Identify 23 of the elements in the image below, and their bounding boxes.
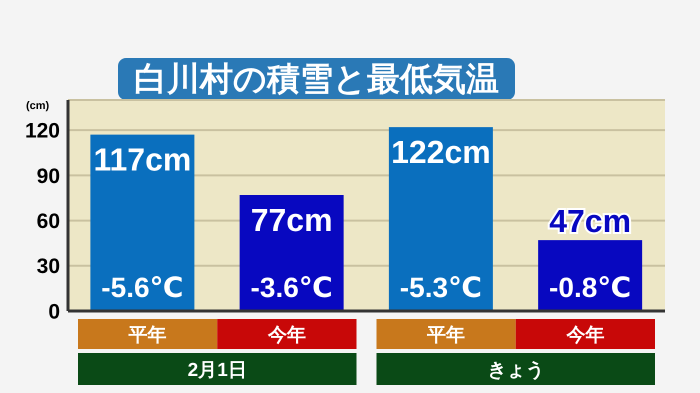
y-tick-label: 120	[24, 120, 60, 143]
y-tick-label: 0	[48, 300, 60, 324]
x-tick-label: 平年	[128, 325, 167, 346]
annotation: -5.3℃	[400, 272, 482, 303]
data-label: 47cm	[549, 203, 632, 240]
text: きょう	[487, 360, 544, 381]
data-label: 122cm	[391, 134, 491, 170]
bar	[388, 127, 493, 311]
x-tick-label: 平年	[426, 325, 466, 346]
chart-title: 白川村の積雪と最低気温	[118, 58, 515, 100]
bar	[90, 134, 194, 311]
y-tick-label: 30	[36, 255, 60, 278]
annotation: -5.6℃	[101, 272, 184, 303]
data-label: 117cm	[93, 142, 192, 178]
x-tick-label: 今年	[266, 325, 306, 346]
annotation: -3.6℃	[250, 272, 333, 303]
data-label: 77cm	[250, 202, 333, 238]
y-tick-label: 60	[36, 210, 60, 234]
text: 2月1日	[188, 360, 247, 381]
annotation: -0.8℃	[549, 272, 632, 303]
x-tick-label: 今年	[565, 325, 604, 346]
y-tick-label: 90	[36, 164, 60, 188]
y-axis-title: (cm)	[26, 100, 50, 112]
